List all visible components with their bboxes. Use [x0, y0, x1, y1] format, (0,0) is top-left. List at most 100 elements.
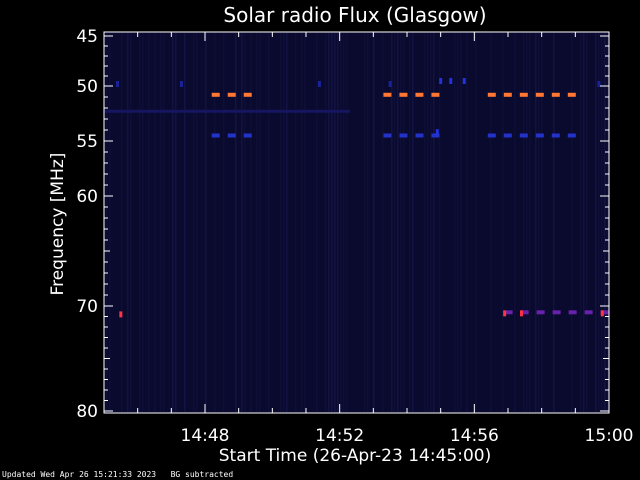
noise-stripe — [196, 33, 198, 412]
emission-dash — [503, 92, 512, 97]
noise-stripe — [364, 33, 366, 412]
emission-blip — [317, 81, 321, 87]
plot-background — [104, 32, 609, 413]
noise-stripe — [601, 33, 603, 412]
emission-blip — [119, 311, 123, 318]
noise-stripe — [529, 33, 531, 412]
noise-stripe — [346, 33, 348, 412]
emission-dash — [399, 92, 408, 97]
noise-stripe — [172, 33, 174, 412]
noise-stripe — [523, 33, 525, 412]
noise-stripe — [175, 33, 177, 412]
emission-dash — [243, 133, 252, 138]
noise-stripe — [148, 33, 150, 412]
noise-stripe — [526, 33, 528, 412]
noise-stripe — [325, 33, 327, 412]
noise-stripe — [598, 33, 600, 412]
emission-dash — [552, 310, 561, 315]
emission-dash — [520, 310, 529, 315]
emission-blip — [597, 81, 601, 87]
noise-stripe — [553, 33, 555, 412]
noise-stripe — [373, 33, 375, 412]
emission-dash — [503, 133, 512, 138]
noise-stripe — [583, 33, 585, 412]
emission-dash — [519, 133, 528, 138]
plot-frame — [103, 31, 610, 414]
noise-stripe — [184, 33, 186, 412]
noise-stripe — [205, 33, 207, 412]
noise-stripe — [586, 33, 588, 412]
noise-stripe — [235, 33, 237, 412]
x-tick-label: 14:52 — [315, 426, 364, 446]
noise-stripe — [409, 33, 411, 412]
noise-stripe — [382, 33, 384, 412]
noise-stripe — [460, 33, 462, 412]
y-axis-label: Frequency [MHz] — [48, 153, 68, 296]
noise-stripe — [280, 33, 282, 412]
noise-stripe — [160, 33, 162, 412]
emission-dash — [415, 92, 424, 97]
footer-updated: Updated Wed Apr 26 15:21:33 2023 — [2, 470, 157, 479]
emission-dash — [487, 133, 496, 138]
noise-stripe — [397, 33, 399, 412]
noise-stripe — [301, 33, 303, 412]
noise-stripe — [106, 33, 108, 412]
noise-stripe — [535, 33, 537, 412]
x-tick-label: 14:48 — [181, 426, 230, 446]
noise-stripe — [475, 33, 477, 412]
emission-blip — [519, 310, 523, 317]
y-tick-label: 70 — [76, 297, 98, 317]
noise-stripe — [214, 33, 216, 412]
emission-blip — [503, 310, 507, 317]
x-axis-label: Start Time (26-Apr-23 14:45:00) — [219, 446, 491, 466]
noise-stripe — [430, 33, 432, 412]
chart-title: Solar radio Flux (Glasgow) — [223, 3, 486, 27]
noise-stripe — [427, 33, 429, 412]
noise-stripe — [580, 33, 582, 412]
noise-stripe — [466, 33, 468, 412]
noise-stripe — [256, 33, 258, 412]
emission-dash — [584, 310, 593, 315]
emission-dash — [243, 92, 252, 97]
noise-stripe — [367, 33, 369, 412]
noise-stripe — [286, 33, 288, 412]
emission-dash — [211, 133, 220, 138]
noise-stripe — [424, 33, 426, 412]
noise-stripe — [130, 33, 132, 412]
x-tick-label: 15:00 — [585, 426, 634, 446]
noise-stripe — [400, 33, 402, 412]
noise-stripe — [193, 33, 195, 412]
noise-stripe — [334, 33, 336, 412]
noise-stripe — [604, 33, 606, 412]
emission-blip — [462, 78, 466, 84]
noise-stripe — [121, 33, 123, 412]
emission-dash — [227, 133, 236, 138]
noise-stripe — [163, 33, 165, 412]
noise-stripe — [514, 33, 516, 412]
emission-dash — [535, 92, 544, 97]
emission-blip — [435, 129, 439, 136]
noise-stripe — [295, 33, 297, 412]
noise-stripe — [439, 33, 441, 412]
emission-dash — [536, 310, 545, 315]
emission-dash — [399, 133, 408, 138]
noise-stripe — [490, 33, 492, 412]
noise-stripe — [391, 33, 393, 412]
noise-stripe — [250, 33, 252, 412]
emission-dash — [600, 310, 609, 315]
emission-dash — [568, 310, 577, 315]
emission-dash — [383, 133, 392, 138]
emission-line — [104, 109, 350, 113]
noise-stripe — [139, 33, 141, 412]
noise-stripe — [595, 33, 597, 412]
noise-stripe — [223, 33, 225, 412]
y-tick-label: 45 — [76, 27, 98, 47]
noise-stripe — [538, 33, 540, 412]
noise-stripe — [403, 33, 405, 412]
emission-dash — [567, 92, 576, 97]
noise-stripe — [331, 33, 333, 412]
noise-stripe — [433, 33, 435, 412]
noise-stripe — [412, 33, 414, 412]
noise-stripe — [541, 33, 543, 412]
emission-dash — [415, 133, 424, 138]
